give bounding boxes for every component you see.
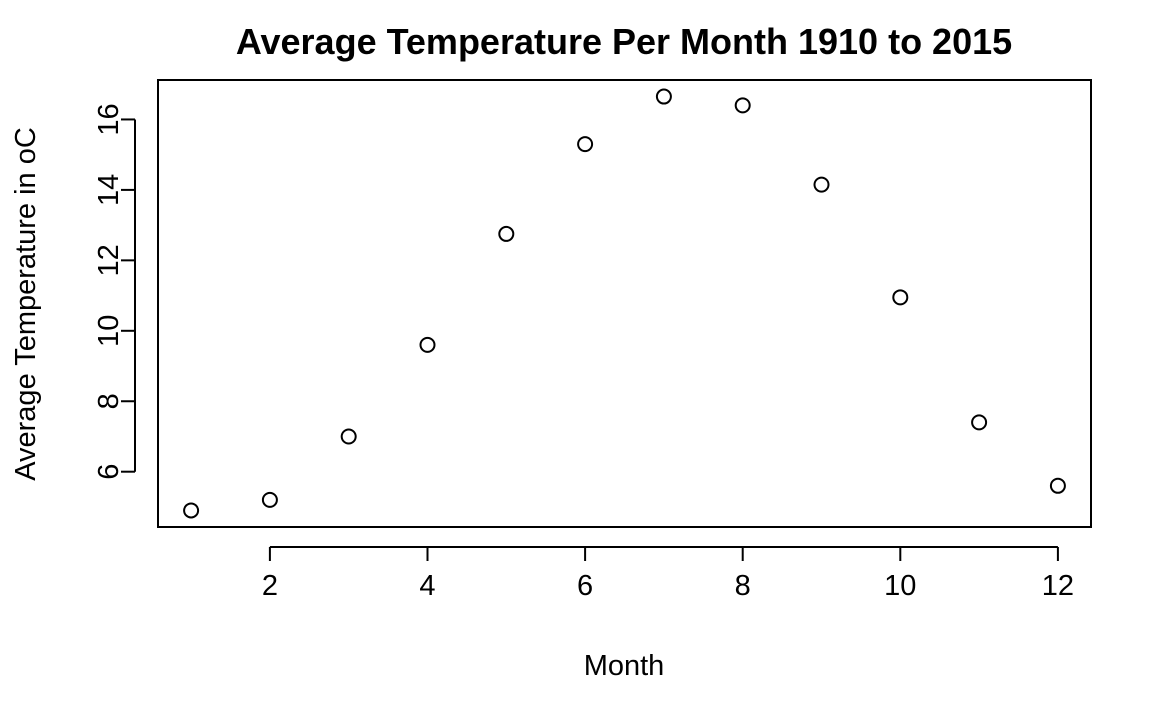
x-tick-label: 10: [884, 570, 916, 602]
data-point: [892, 289, 909, 306]
data-point: [813, 176, 830, 193]
y-tick-label: 16: [93, 103, 125, 135]
data-point: [971, 414, 988, 431]
y-tick-label: 10: [93, 315, 125, 347]
y-tick-label: 12: [93, 244, 125, 276]
chart-title: Average Temperature Per Month 1910 to 20…: [236, 21, 1012, 62]
data-point: [340, 428, 357, 445]
y-tick-label: 6: [93, 464, 125, 480]
x-tick-label: 12: [1042, 570, 1074, 602]
x-axis: 2 4 6 8 10 12: [262, 546, 1074, 602]
data-point: [734, 97, 751, 114]
data-point: [183, 502, 200, 519]
x-tick-label: 8: [735, 570, 751, 602]
y-axis-label: Average Temperature in oC: [10, 127, 42, 481]
x-tick-label: 6: [577, 570, 593, 602]
data-point: [1049, 477, 1066, 494]
x-tick-label: 4: [419, 570, 435, 602]
data-point: [419, 336, 436, 353]
data-points: [183, 88, 1066, 519]
data-point: [577, 136, 594, 153]
y-axis: 6 8 10 12 14 16: [93, 103, 136, 480]
data-point: [261, 491, 278, 508]
data-point: [498, 225, 515, 242]
x-axis-label: Month: [584, 650, 665, 682]
data-point: [655, 88, 672, 105]
y-tick-label: 14: [93, 174, 125, 206]
x-tick-label: 2: [262, 570, 278, 602]
y-tick-label: 8: [93, 393, 125, 409]
plot-area-border: [157, 79, 1092, 528]
